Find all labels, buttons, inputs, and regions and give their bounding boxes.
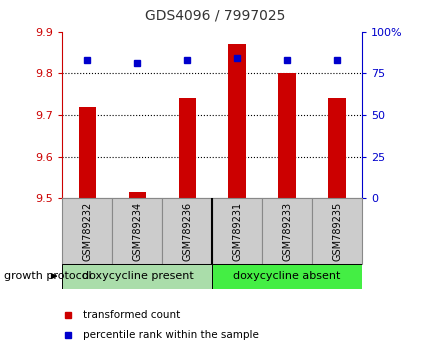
Text: GSM789232: GSM789232: [82, 201, 92, 261]
Text: GSM789235: GSM789235: [331, 201, 341, 261]
Text: growth protocol: growth protocol: [4, 271, 92, 281]
Bar: [311, 198, 361, 264]
Text: GDS4096 / 7997025: GDS4096 / 7997025: [145, 9, 285, 23]
Text: GSM789236: GSM789236: [182, 201, 192, 261]
Text: GSM789234: GSM789234: [132, 201, 142, 261]
Text: doxycycline absent: doxycycline absent: [233, 271, 340, 281]
Text: GSM789231: GSM789231: [232, 201, 242, 261]
Bar: [162, 198, 212, 264]
Bar: [212, 264, 361, 289]
Bar: [278, 74, 295, 198]
Bar: [79, 107, 96, 198]
Text: percentile rank within the sample: percentile rank within the sample: [83, 330, 259, 341]
Bar: [112, 198, 162, 264]
Bar: [62, 198, 112, 264]
Text: transformed count: transformed count: [83, 310, 180, 320]
Bar: [228, 44, 246, 198]
Bar: [212, 198, 261, 264]
Bar: [128, 192, 146, 198]
Bar: [178, 98, 196, 198]
Bar: [261, 198, 311, 264]
Bar: [62, 264, 212, 289]
Text: doxycycline present: doxycycline present: [81, 271, 193, 281]
Text: GSM789233: GSM789233: [282, 201, 292, 261]
Bar: [328, 98, 345, 198]
